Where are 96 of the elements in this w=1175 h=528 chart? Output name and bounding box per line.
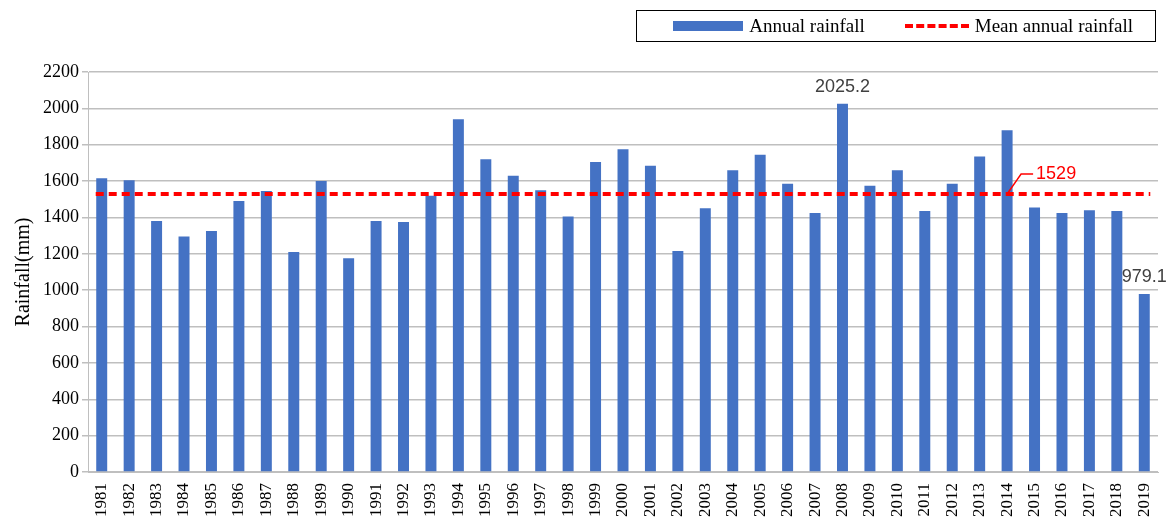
x-tick-label: 1987: [255, 482, 275, 517]
y-tick-label: 2000: [43, 97, 79, 118]
x-tick-label: 2012: [941, 483, 961, 517]
x-tick-label: 1983: [146, 483, 166, 517]
bar: [891, 170, 903, 472]
bar: [205, 231, 217, 472]
y-tick-label: 800: [52, 315, 79, 336]
legend-label: Annual rainfall: [749, 15, 865, 37]
bar: [590, 162, 602, 472]
x-tick-label: 1993: [420, 483, 440, 517]
bar: [178, 236, 190, 472]
bar: [1083, 210, 1095, 472]
y-tick-label: 1400: [43, 206, 79, 227]
bar: [370, 221, 382, 472]
x-tick-label: 2015: [1024, 483, 1044, 517]
bar: [562, 216, 574, 472]
y-tick-label: 0: [70, 460, 79, 481]
bar: [782, 183, 794, 472]
x-tick-label: 1994: [447, 482, 467, 517]
bar: [452, 119, 464, 472]
bar: [507, 175, 519, 472]
annotation: 1529: [1036, 162, 1077, 183]
y-tick-label: 400: [52, 388, 79, 409]
bar: [343, 258, 355, 472]
y-tick-label: 2200: [43, 60, 79, 81]
bar: [699, 208, 711, 472]
y-tick-label: 200: [52, 424, 79, 445]
bar: [480, 159, 492, 472]
x-tick-label: 1981: [91, 483, 111, 517]
x-tick-label: 2000: [612, 483, 632, 517]
x-tick-label: 2002: [667, 483, 687, 517]
y-tick-label: 600: [52, 351, 79, 372]
y-tick-label: 1600: [43, 169, 79, 190]
y-tick-label: 1200: [43, 242, 79, 263]
bar: [288, 252, 300, 472]
bar: [123, 180, 135, 472]
x-tick-label: 1989: [310, 483, 330, 517]
y-tick-label: 1800: [43, 133, 79, 154]
x-tick-label: 2016: [1051, 483, 1071, 517]
x-tick-label: 1997: [530, 482, 550, 517]
x-tick-label: 1998: [557, 483, 577, 517]
bar: [398, 222, 409, 472]
x-tick-label: 2003: [694, 483, 714, 517]
bar: [864, 185, 876, 472]
bar: [754, 154, 766, 472]
x-tick-label: 2001: [639, 483, 659, 517]
x-tick-label: 1990: [338, 483, 358, 517]
data-label: 979.1: [1121, 265, 1167, 286]
bar: [809, 212, 821, 472]
x-tick-label: 2009: [859, 483, 879, 517]
x-tick-label: 1996: [502, 483, 522, 517]
x-tick-label: 1984: [173, 482, 193, 517]
bar: [535, 190, 547, 472]
bar: [672, 251, 684, 472]
x-tick-label: 2019: [1133, 483, 1153, 517]
bar: [233, 201, 245, 472]
x-tick-label: 2018: [1106, 483, 1126, 517]
bar: [1138, 293, 1150, 472]
x-tick-label: 2013: [969, 483, 989, 517]
bar: [425, 195, 437, 472]
x-tick-label: 1982: [118, 483, 138, 517]
bar: [315, 181, 327, 472]
x-tick-label: 2008: [831, 483, 851, 517]
bar: [151, 221, 163, 472]
x-tick-label: 2004: [722, 482, 742, 517]
x-tick-label: 1995: [475, 483, 495, 517]
x-tick-label: 1991: [365, 483, 385, 517]
bar: [919, 211, 931, 472]
bar: [260, 191, 272, 472]
x-tick-label: 2017: [1078, 482, 1098, 517]
bar: [946, 183, 958, 472]
x-tick-label: 2005: [749, 483, 769, 517]
x-tick-label: 2010: [886, 483, 906, 517]
x-tick-label: 2006: [777, 483, 797, 517]
bar: [727, 170, 739, 472]
x-tick-label: 1992: [392, 483, 412, 517]
bar: [1111, 211, 1123, 472]
bar: [96, 178, 108, 472]
data-label: 2025.2: [814, 75, 871, 96]
legend-label: Mean annual rainfall: [974, 15, 1133, 37]
x-tick-label: 2011: [914, 483, 934, 517]
bar: [617, 149, 629, 472]
bar: [1056, 212, 1068, 472]
bar: [974, 156, 986, 472]
x-tick-label: 2007: [804, 482, 824, 517]
bar: [1001, 130, 1013, 472]
x-tick-label: 1986: [228, 483, 248, 517]
bar: [837, 103, 848, 472]
x-tick-label: 1999: [585, 483, 605, 517]
y-axis-title: Rainfall(mm): [11, 217, 35, 327]
x-tick-label: 1985: [200, 483, 220, 517]
x-tick-label: 1988: [283, 483, 303, 517]
bar: [644, 165, 656, 472]
y-tick-label: 1000: [43, 278, 79, 299]
x-tick-label: 2014: [996, 482, 1016, 517]
bar: [1029, 207, 1041, 472]
